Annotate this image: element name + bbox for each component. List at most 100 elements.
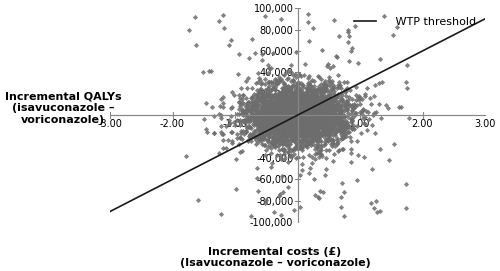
Point bbox=[261, 125, 269, 130]
Point bbox=[276, 107, 283, 112]
Point bbox=[310, 99, 318, 103]
Point bbox=[282, 143, 290, 147]
Point bbox=[256, 124, 264, 128]
Point bbox=[327, 108, 335, 112]
Point bbox=[292, 110, 300, 114]
Point bbox=[322, 109, 330, 114]
Point bbox=[250, 119, 258, 123]
Point bbox=[236, 134, 244, 139]
Point bbox=[297, 131, 305, 135]
Point bbox=[298, 95, 306, 99]
Point bbox=[262, 122, 270, 126]
Point bbox=[322, 103, 330, 107]
Point bbox=[310, 132, 318, 137]
Point bbox=[306, 113, 314, 117]
Point bbox=[276, 107, 284, 111]
Point bbox=[236, 92, 244, 97]
Point bbox=[252, 81, 260, 86]
Point bbox=[248, 105, 256, 110]
Point bbox=[351, 104, 359, 108]
Point bbox=[311, 123, 319, 128]
Point bbox=[313, 146, 321, 150]
Point bbox=[302, 116, 310, 120]
Point bbox=[231, 122, 239, 127]
Point bbox=[292, 95, 300, 99]
Point bbox=[284, 123, 292, 127]
Point bbox=[318, 102, 326, 106]
Point bbox=[322, 137, 330, 142]
Point bbox=[257, 81, 265, 86]
Point bbox=[297, 107, 305, 111]
Point bbox=[284, 117, 292, 121]
Point bbox=[326, 107, 334, 112]
Point bbox=[292, 111, 300, 116]
Point bbox=[290, 117, 298, 121]
Point bbox=[278, 138, 286, 143]
Point bbox=[278, 190, 286, 194]
Point bbox=[324, 93, 332, 97]
Point bbox=[248, 101, 256, 105]
Point bbox=[304, 120, 312, 124]
Point bbox=[296, 106, 304, 111]
Point bbox=[286, 98, 294, 103]
Point bbox=[326, 120, 334, 125]
Point bbox=[310, 116, 318, 120]
Point bbox=[303, 118, 311, 123]
Point bbox=[266, 103, 274, 108]
Point bbox=[258, 87, 266, 91]
Point bbox=[323, 126, 331, 131]
Point bbox=[310, 96, 318, 100]
Point bbox=[294, 124, 302, 128]
Point bbox=[298, 108, 306, 112]
Point bbox=[310, 115, 318, 119]
Point bbox=[253, 105, 261, 109]
Point bbox=[311, 104, 319, 108]
Point bbox=[266, 112, 274, 116]
Point bbox=[319, 103, 327, 107]
Point bbox=[304, 141, 312, 146]
Point bbox=[300, 118, 308, 122]
Point bbox=[276, 99, 284, 104]
Point bbox=[298, 105, 306, 109]
Point bbox=[276, 153, 284, 157]
Point bbox=[322, 105, 330, 109]
Point bbox=[322, 132, 330, 136]
Point bbox=[258, 111, 266, 116]
Point bbox=[302, 129, 310, 134]
Point bbox=[310, 120, 318, 125]
Point bbox=[292, 88, 300, 92]
Point bbox=[251, 110, 259, 114]
Point bbox=[311, 193, 319, 198]
Point bbox=[291, 146, 299, 150]
Point bbox=[268, 113, 276, 117]
Point bbox=[308, 99, 316, 104]
Point bbox=[313, 151, 321, 156]
Point bbox=[282, 110, 290, 114]
Point bbox=[308, 115, 316, 120]
Point bbox=[322, 121, 330, 125]
Point bbox=[329, 159, 337, 163]
Point bbox=[340, 105, 348, 109]
Point bbox=[260, 108, 268, 112]
Point bbox=[285, 108, 293, 112]
Point bbox=[275, 135, 283, 139]
Point bbox=[342, 94, 350, 98]
Point bbox=[274, 120, 282, 124]
Point bbox=[294, 125, 302, 130]
Point bbox=[280, 121, 288, 126]
Point bbox=[272, 103, 280, 107]
Point bbox=[272, 78, 280, 82]
Point bbox=[271, 103, 279, 108]
Point bbox=[293, 121, 301, 125]
Point bbox=[298, 127, 306, 131]
Point bbox=[304, 110, 312, 115]
Point bbox=[274, 110, 281, 114]
Point bbox=[234, 99, 242, 104]
Point bbox=[298, 100, 306, 104]
Point bbox=[273, 82, 281, 86]
Point bbox=[271, 76, 279, 81]
Point bbox=[275, 142, 283, 147]
Point bbox=[275, 111, 283, 115]
Point bbox=[288, 113, 296, 117]
Point bbox=[286, 106, 294, 110]
